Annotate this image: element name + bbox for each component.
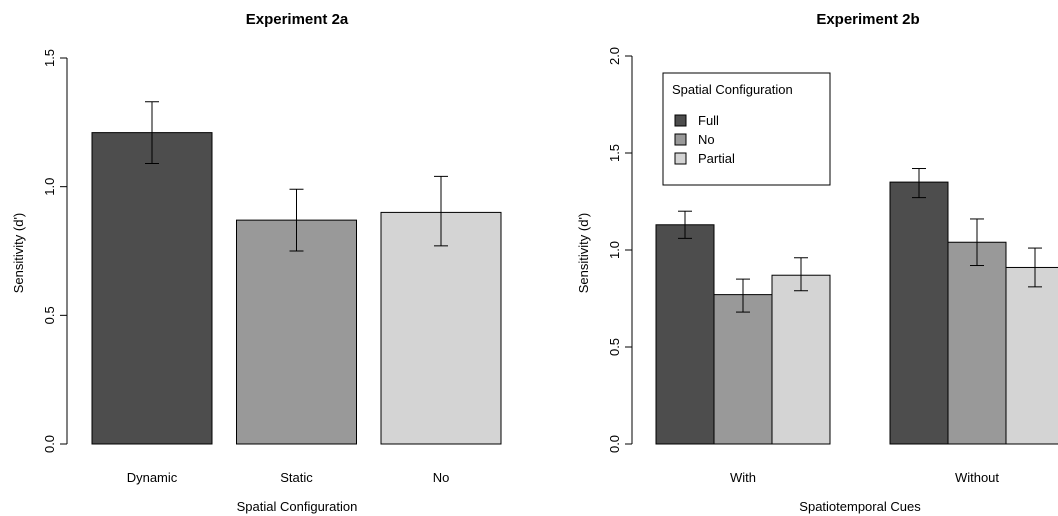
bar-static [237, 220, 357, 444]
y-axis-label-2a: Sensitivity (d') [11, 213, 26, 294]
bar-with-no [714, 295, 772, 444]
legend-label-no: No [698, 132, 715, 147]
bar-without-partial [1006, 267, 1058, 444]
x-axis-label-2b: Spatiotemporal Cues [799, 499, 921, 514]
x-tick-label-with: With [730, 470, 756, 485]
legend-swatch-partial [675, 153, 686, 164]
x-tick-label-dynamic: Dynamic [127, 470, 178, 485]
chart-2a-y-tick-label: 0.5 [42, 306, 57, 324]
chart-2b-y-tick-label: 0.5 [607, 338, 622, 356]
bar-without-full [890, 182, 948, 444]
legend-label-partial: Partial [698, 151, 735, 166]
chart-2b-y-tick-label: 2.0 [607, 47, 622, 65]
bar-without-no [948, 242, 1006, 444]
bar-no [381, 212, 501, 444]
chart-2b-y-tick-label: 1.0 [607, 241, 622, 259]
legend-label-full: Full [698, 113, 719, 128]
bar-with-partial [772, 275, 830, 444]
chart-title-2b: Experiment 2b [816, 11, 919, 28]
bar-dynamic [92, 133, 212, 444]
x-axis-label-2a: Spatial Configuration [237, 499, 358, 514]
x-tick-label-no: No [433, 470, 450, 485]
chart-2b-y-tick-label: 1.5 [607, 144, 622, 162]
legend-swatch-no [675, 134, 686, 145]
legend-title: Spatial Configuration [672, 82, 793, 97]
legend: Spatial Configuration Full No Partial [663, 73, 830, 185]
chart-2a-y-tick-label: 0.0 [42, 435, 57, 453]
chart-2a-y-tick-label: 1.5 [42, 49, 57, 67]
x-tick-label-without: Without [955, 470, 999, 485]
chart-2b-y-tick-label: 0.0 [607, 435, 622, 453]
chart-2a-y-tick-label: 1.0 [42, 178, 57, 196]
bar-with-full [656, 225, 714, 444]
legend-swatch-full [675, 115, 686, 126]
y-axis-label-2b: Sensitivity (d') [576, 213, 591, 294]
chart-title-2a: Experiment 2a [246, 11, 349, 28]
x-tick-label-static: Static [280, 470, 313, 485]
